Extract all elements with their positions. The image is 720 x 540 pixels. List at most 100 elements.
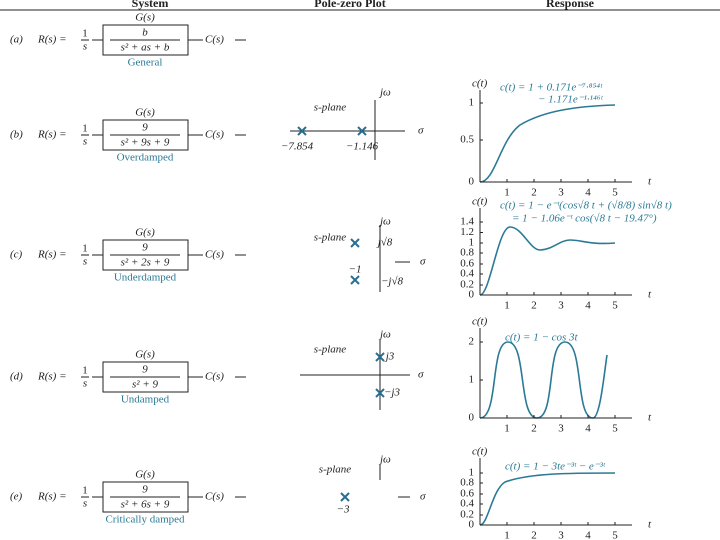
pole-label: −j3 — [384, 387, 400, 399]
y-tick-label: 0 — [469, 176, 475, 188]
axis-label: c(t) — [472, 78, 488, 90]
x-tick-label: 1 — [504, 423, 510, 435]
input-num: 1 — [82, 485, 88, 497]
input: R(s) = — [37, 249, 67, 261]
denominator: s² + 9 — [132, 379, 159, 391]
x-tick-label: 3 — [558, 300, 564, 312]
row-label: (b) — [10, 129, 23, 141]
x-tick-label: 1 — [504, 187, 510, 199]
axis-label: c(t) — [472, 196, 488, 208]
caption: Critically damped — [105, 514, 185, 526]
input-den: s — [83, 498, 87, 510]
y-tick-label: 1.4 — [460, 216, 474, 228]
input-num: 1 — [82, 123, 88, 135]
output: C(s) — [205, 491, 224, 503]
pole — [375, 388, 385, 398]
block-label: G(s) — [135, 349, 155, 361]
block-label: G(s) — [135, 12, 155, 24]
y-tick-label: 0 — [469, 412, 475, 424]
response-curve — [479, 226, 616, 296]
denominator: s² + 9s + 9 — [121, 137, 170, 149]
pole — [297, 126, 307, 136]
input-num: 1 — [82, 365, 88, 377]
axis-label: σ — [420, 491, 426, 503]
plane-label: s-plane — [319, 464, 352, 476]
y-tick-label: 0.6 — [460, 488, 474, 500]
pole — [340, 492, 350, 502]
numerator: b — [142, 27, 148, 39]
pole — [350, 275, 360, 285]
axis-label: σ — [418, 369, 424, 381]
axis-label: jω — [378, 329, 391, 341]
formula: − 1.171e⁻¹·¹⁴⁶ᵗ — [538, 94, 604, 106]
axis-label: t — [648, 289, 652, 301]
numerator: 9 — [142, 484, 148, 496]
axis-label: t — [648, 412, 652, 424]
caption: Overdamped — [117, 152, 174, 164]
axis-label: jω — [378, 216, 391, 228]
block-label: G(s) — [135, 469, 155, 481]
pole-label: −1.146 — [346, 141, 379, 153]
formula: c(t) = 1 + 0.171e⁻⁷·⁸⁵⁴ᵗ — [500, 82, 603, 94]
header-pole-zero: Pole-zero Plot — [314, 0, 385, 10]
x-tick-label: 2 — [531, 300, 537, 312]
x-tick-label: 5 — [612, 187, 618, 199]
y-tick-label: 0.4 — [460, 268, 474, 280]
pole-label: −3 — [337, 504, 350, 516]
denominator: s² + 2s + 9 — [121, 257, 170, 269]
x-tick-label: 4 — [585, 423, 591, 435]
plane-label: s-plane — [314, 232, 347, 244]
input: R(s) = — [37, 371, 67, 383]
axis-label: jω — [378, 454, 391, 466]
x-tick-label: 1 — [504, 300, 510, 312]
numerator: 9 — [142, 122, 148, 134]
axis-label: t — [648, 519, 652, 531]
axis-label: t — [648, 176, 652, 188]
numerator: 9 — [142, 242, 148, 254]
x-tick-label: 3 — [558, 423, 564, 435]
pole-label: −j√8 — [381, 276, 404, 288]
output: C(s) — [205, 34, 224, 46]
denominator: s² + 6s + 9 — [121, 499, 170, 511]
formula: c(t) = 1 − 3te⁻³ᵗ − e⁻³ᵗ — [505, 461, 606, 473]
pole-label: j3 — [384, 351, 395, 363]
input: R(s) = — [37, 491, 67, 503]
pole-label: −1 — [349, 264, 362, 276]
row-label: (d) — [10, 371, 23, 383]
input-den: s — [83, 136, 87, 148]
x-tick-label: 4 — [585, 530, 591, 540]
pole — [375, 352, 385, 362]
output: C(s) — [205, 129, 224, 141]
input-den: s — [83, 378, 87, 390]
block-label: G(s) — [135, 107, 155, 119]
y-tick-label: 0.6 — [460, 258, 474, 270]
header-system: System — [132, 0, 169, 10]
response-curve — [479, 472, 616, 526]
y-tick-label: 0.2 — [460, 279, 474, 291]
caption: General — [128, 57, 163, 69]
x-tick-label: 3 — [558, 187, 564, 199]
axis-label: c(t) — [472, 316, 488, 328]
y-tick-label: 0.8 — [460, 477, 474, 489]
header-response: Response — [546, 0, 595, 10]
input-den: s — [83, 256, 87, 268]
x-tick-label: 5 — [612, 423, 618, 435]
input-num: 1 — [82, 28, 88, 40]
y-tick-label: 1 — [469, 467, 475, 479]
block-label: G(s) — [135, 227, 155, 239]
y-tick-label: 0 — [469, 519, 475, 531]
x-tick-label: 2 — [531, 187, 537, 199]
caption: Undamped — [121, 394, 170, 406]
axis-label: jω — [378, 87, 391, 99]
output: C(s) — [205, 371, 224, 383]
response-curve — [479, 341, 608, 419]
y-tick-label: 2 — [469, 336, 475, 348]
y-tick-label: 0.4 — [460, 498, 474, 510]
pole — [350, 238, 360, 248]
y-tick-label: 0.8 — [460, 247, 474, 259]
x-tick-label: 1 — [504, 530, 510, 540]
formula: c(t) = 1 − cos 3t — [505, 332, 579, 344]
denominator: s² + as + b — [121, 42, 170, 54]
y-tick-label: 1 — [469, 97, 475, 109]
